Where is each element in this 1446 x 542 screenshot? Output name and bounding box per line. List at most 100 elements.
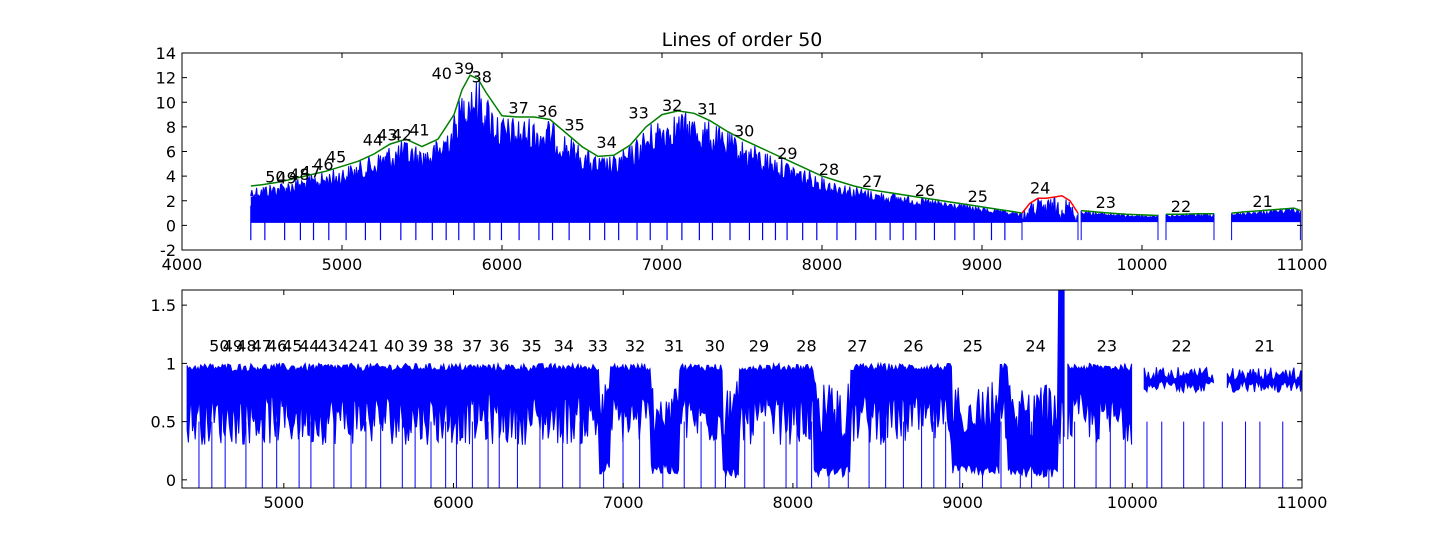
order-label: 26 (903, 337, 923, 356)
top-xtick-label: 10000 (1117, 255, 1168, 274)
order-label: 35 (521, 337, 541, 356)
order-label: 40 (432, 64, 452, 83)
top-xtick-label: 7000 (642, 255, 683, 274)
segment-fit-line (1231, 207, 1301, 214)
order-label: 47 (300, 162, 320, 181)
order-label: 22 (1171, 337, 1191, 356)
top-xtick-label: 8000 (802, 255, 843, 274)
order-label: 39 (454, 59, 474, 78)
order-label: 38 (433, 337, 453, 356)
bottom-panel: 5000 6000 7000 8000 9000 10000 11000 0 0.5 1 1.5 50… (151, 289, 1328, 512)
order-label: 37 (508, 98, 528, 117)
normalized-spectrum (1067, 362, 1133, 445)
top-xtick-label: 9000 (962, 255, 1003, 274)
order-label: 21 (1254, 337, 1274, 356)
order-label: 47 (252, 337, 272, 356)
bottom-xtick-label: 10000 (1107, 493, 1158, 512)
order-label: 41 (358, 337, 378, 356)
order-label: 43 (377, 125, 397, 144)
order-label: 35 (564, 116, 584, 135)
order-label: 44 (363, 130, 383, 149)
top-xtick-label: 4000 (162, 255, 203, 274)
order-label: 24 (1025, 337, 1045, 356)
order-label: 27 (847, 337, 867, 356)
continuum-fit-line (250, 74, 1023, 214)
order-label: 31 (697, 100, 717, 119)
spectrum-segment (1165, 212, 1215, 223)
order-label: 49 (223, 337, 243, 356)
order-label: 30 (705, 337, 725, 356)
top-xtick-label: 6000 (482, 255, 523, 274)
order-label: 45 (326, 148, 346, 167)
top-ytick-label: 6 (166, 143, 176, 162)
top-ytick-label: 14 (156, 44, 176, 63)
bottom-ytick-label: 0 (166, 471, 176, 490)
order-label: 34 (596, 133, 616, 152)
top-ytick-label: 12 (156, 69, 176, 88)
order-label: 29 (777, 144, 797, 163)
top-ytick-label: 4 (166, 167, 176, 186)
spectrum-segment (1021, 196, 1079, 223)
bottom-ytick-label: 1.5 (151, 296, 176, 315)
top-ytick-label: -2 (160, 241, 176, 260)
bottom-ytick-label: 1 (166, 354, 176, 373)
spectrum-segment (1231, 207, 1301, 223)
order-label: 50 (265, 167, 285, 186)
order-label: 50 (209, 337, 229, 356)
order-label: 49 (276, 169, 296, 188)
bottom-frame (181, 289, 1303, 489)
order-label: 23 (1096, 193, 1116, 212)
order-label: 30 (734, 122, 754, 141)
order-label: 25 (963, 337, 983, 356)
order-label: 41 (409, 120, 429, 139)
top-xtick-label: 11000 (1277, 255, 1328, 274)
top-xtick-label: 5000 (322, 255, 363, 274)
chart-title: Lines of order 50 (662, 29, 823, 51)
order-label: 43 (318, 337, 338, 356)
order-label: 28 (796, 337, 816, 356)
top-panel: 4000 5000 6000 7000 8000 9000 10000 11000-20246… (156, 44, 1328, 274)
normalized-spectrum (1143, 366, 1214, 394)
top-ytick-label: 8 (166, 118, 176, 137)
order-label: 22 (1171, 197, 1191, 216)
order-label: 46 (313, 155, 333, 174)
order-label: 29 (749, 337, 769, 356)
order-label: 24 (1030, 178, 1050, 197)
order-label: 48 (289, 165, 309, 184)
order-label: 31 (664, 337, 684, 356)
order-label: 34 (554, 337, 574, 356)
order-label: 33 (588, 337, 608, 356)
order-label: 36 (537, 102, 557, 121)
order-label: 32 (625, 337, 645, 356)
order-label: 36 (489, 337, 509, 356)
order-label: 45 (282, 337, 302, 356)
order-label: 42 (338, 337, 358, 356)
top-ytick-label: 0 (166, 216, 176, 235)
spectrum-fill (250, 117, 1023, 223)
order-label: 21 (1252, 192, 1272, 211)
order-label: 37 (462, 337, 482, 356)
top-ytick-label: 2 (166, 192, 176, 211)
order-label: 27 (862, 172, 882, 191)
order-label: 38 (472, 68, 492, 87)
order-label: 44 (299, 337, 319, 356)
order-label: 46 (267, 337, 287, 356)
bottom-xtick-label: 9000 (942, 493, 983, 512)
segment-fit-line (1081, 209, 1159, 217)
segment-fit-line (1166, 212, 1214, 216)
order-label: 42 (392, 125, 412, 144)
order-label: 39 (408, 337, 428, 356)
bottom-xtick-label: 6000 (433, 493, 474, 512)
normalized-spectrum (1226, 367, 1303, 393)
bottom-xtick-label: 7000 (603, 493, 644, 512)
bottom-xtick-label: 8000 (773, 493, 814, 512)
order-label: 26 (915, 181, 935, 200)
order-label: 32 (662, 96, 682, 115)
bottom-xtick-label: 11000 (1277, 493, 1328, 512)
normalized-spectrum (186, 289, 1065, 479)
bottom-xtick-label: 5000 (263, 493, 304, 512)
order-label: 40 (384, 337, 404, 356)
order-label: 23 (1097, 337, 1117, 356)
order-label: 48 (236, 337, 256, 356)
